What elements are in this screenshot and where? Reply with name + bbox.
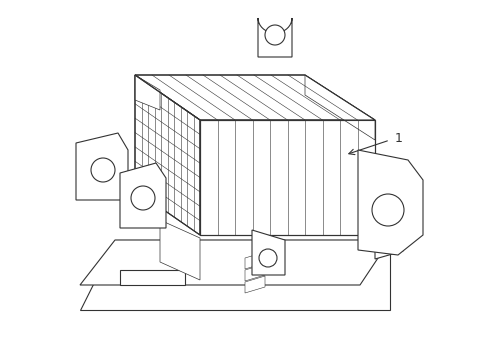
Polygon shape <box>80 240 389 310</box>
Polygon shape <box>200 120 374 235</box>
Polygon shape <box>357 150 422 255</box>
Polygon shape <box>251 230 285 275</box>
Polygon shape <box>135 75 160 110</box>
Circle shape <box>264 25 285 45</box>
Polygon shape <box>244 252 264 269</box>
Polygon shape <box>374 187 402 215</box>
Circle shape <box>259 249 276 267</box>
Polygon shape <box>160 220 200 280</box>
Polygon shape <box>120 163 165 228</box>
Polygon shape <box>120 270 184 285</box>
Polygon shape <box>305 75 374 140</box>
Polygon shape <box>244 276 264 293</box>
Circle shape <box>91 158 115 182</box>
Polygon shape <box>76 133 128 200</box>
Polygon shape <box>80 240 389 285</box>
Polygon shape <box>374 231 402 259</box>
Circle shape <box>131 186 155 210</box>
Polygon shape <box>374 209 402 237</box>
Polygon shape <box>135 75 200 235</box>
Circle shape <box>371 194 403 226</box>
Text: 1: 1 <box>394 131 402 144</box>
Polygon shape <box>258 18 291 57</box>
Polygon shape <box>244 264 264 281</box>
Polygon shape <box>135 75 374 120</box>
